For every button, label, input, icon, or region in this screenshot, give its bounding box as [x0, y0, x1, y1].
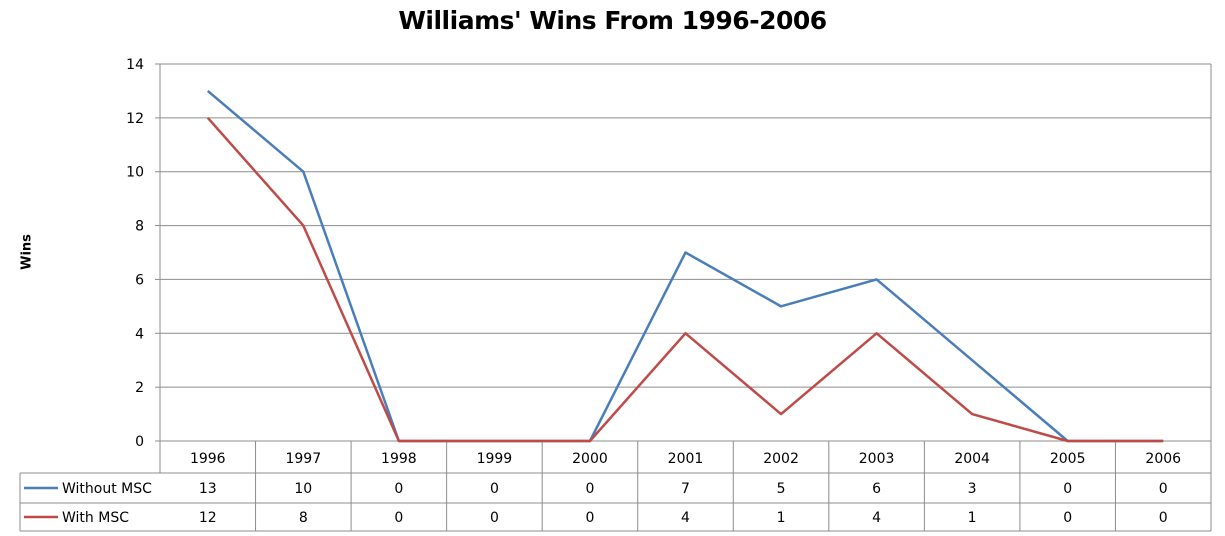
y-tick-label: 0 [135, 434, 144, 450]
y-tick-label: 2 [135, 380, 144, 396]
table-value: 4 [681, 510, 690, 526]
table-value: 0 [585, 481, 594, 497]
y-tick-label: 6 [135, 272, 144, 288]
table-value: 1 [968, 510, 977, 526]
table-value: 0 [1063, 510, 1072, 526]
table-value: 0 [394, 481, 403, 497]
table-value: 3 [968, 481, 977, 497]
x-category-label: 2005 [1050, 451, 1086, 467]
y-tick-label: 14 [126, 57, 144, 73]
series-line-without-msc [206, 89, 1164, 443]
x-category-label: 2004 [954, 451, 990, 467]
y-tick-label: 10 [126, 165, 144, 181]
table-value: 0 [1063, 481, 1072, 497]
y-tick-label: 12 [126, 111, 144, 127]
x-category-label: 2001 [668, 451, 704, 467]
legend-label: Without MSC [62, 481, 152, 497]
table-value: 0 [1159, 510, 1168, 526]
table-value: 0 [490, 510, 499, 526]
table-value: 10 [294, 481, 312, 497]
table-value: 7 [681, 481, 690, 497]
x-category-label: 2003 [859, 451, 895, 467]
x-category-label: 2002 [763, 451, 799, 467]
table-value: 1 [777, 510, 786, 526]
legend-label: With MSC [62, 510, 129, 526]
table-value: 8 [299, 510, 308, 526]
x-category-label: 1999 [477, 451, 513, 467]
table-value: 4 [872, 510, 881, 526]
table-value: 5 [777, 481, 786, 497]
x-category-label: 1997 [285, 451, 321, 467]
x-category-label: 2000 [572, 451, 608, 467]
table-value: 6 [872, 481, 881, 497]
table-value: 0 [394, 510, 403, 526]
x-category-label: 1996 [190, 451, 226, 467]
x-category-label: 2006 [1145, 451, 1181, 467]
table-value: 0 [1159, 481, 1168, 497]
table-value: 0 [585, 510, 594, 526]
y-tick-label: 8 [135, 219, 144, 235]
y-tick-label: 4 [135, 326, 144, 342]
table-value: 12 [199, 510, 217, 526]
chart-title: Williams' Wins From 1996-2006 [398, 6, 827, 35]
series-line-with-msc [206, 117, 1164, 443]
x-category-label: 1998 [381, 451, 417, 467]
table-value: 13 [199, 481, 217, 497]
table-value: 0 [490, 481, 499, 497]
